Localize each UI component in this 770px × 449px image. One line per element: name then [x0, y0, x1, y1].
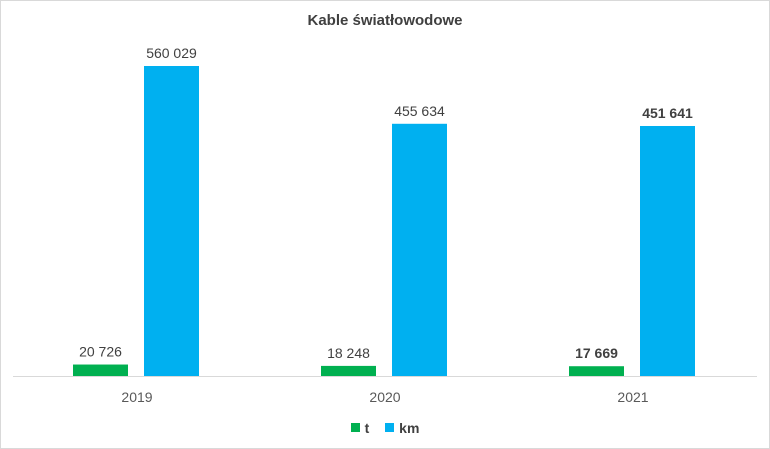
bar-km-2021 [640, 125, 695, 376]
x-tick-label-2020: 2020 [369, 389, 400, 405]
data-label-km-2019: 560 029 [146, 45, 197, 61]
legend: t km [0, 419, 770, 436]
legend-item-km: km [385, 420, 419, 436]
data-label-km-2020: 455 634 [394, 103, 445, 119]
legend-label-km: km [399, 419, 420, 436]
data-label-t-2020: 18 248 [327, 345, 370, 361]
bar-t-2021 [569, 366, 624, 376]
x-tick-label-2019: 2019 [121, 389, 152, 405]
legend-item-t: t [350, 419, 370, 436]
bar-t-2019 [73, 364, 128, 376]
bar-km-2020 [392, 123, 447, 376]
legend-swatch-km [385, 423, 395, 432]
x-tick-label-2021: 2021 [617, 389, 648, 405]
data-label-t-2019: 20 726 [79, 344, 122, 360]
data-label-km-2021: 451 641 [642, 105, 693, 121]
legend-label-t: t [364, 419, 370, 436]
data-label-t-2021: 17 669 [575, 345, 618, 361]
chart-title: Kable światłowodowe [307, 12, 463, 29]
bar-km-2019 [144, 66, 199, 376]
bar-t-2020 [321, 365, 376, 376]
legend-swatch-t [350, 423, 360, 432]
